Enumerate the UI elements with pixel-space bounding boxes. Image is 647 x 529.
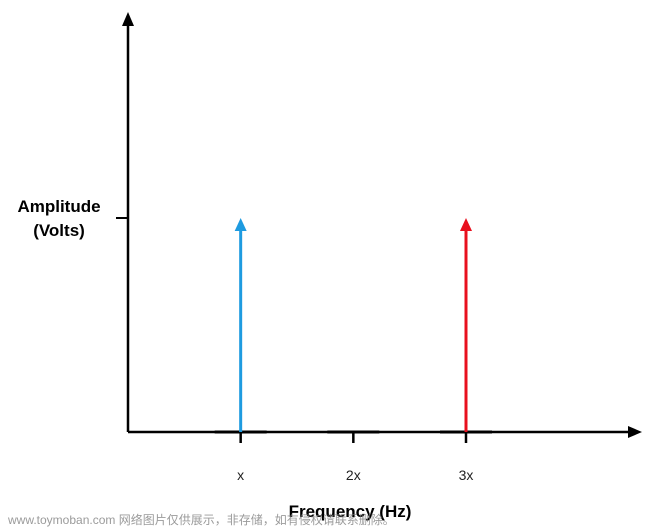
x-axis-arrowhead xyxy=(628,426,642,438)
spike-arrowhead-3x xyxy=(460,218,472,231)
watermark-text: www.toymoban.com 网络图片仅供展示，非存储，如有侵权请联系删除。 xyxy=(8,513,395,527)
y-axis-label-line-2: (Volts) xyxy=(33,221,85,240)
x-ticks: x 2x 3x xyxy=(214,430,492,483)
x-tick-label-1: x xyxy=(237,467,244,483)
spikes xyxy=(234,218,472,432)
x-axis-label: Frequency (Hz) xyxy=(288,502,412,521)
y-axis-arrowhead xyxy=(122,12,134,26)
axes xyxy=(116,12,642,438)
x-tick-label-3: 3x xyxy=(459,467,474,483)
y-axis-label-line-1: Amplitude xyxy=(17,197,101,216)
x-tick-label-2: 2x xyxy=(346,467,361,483)
spike-arrowhead-x xyxy=(234,218,247,231)
